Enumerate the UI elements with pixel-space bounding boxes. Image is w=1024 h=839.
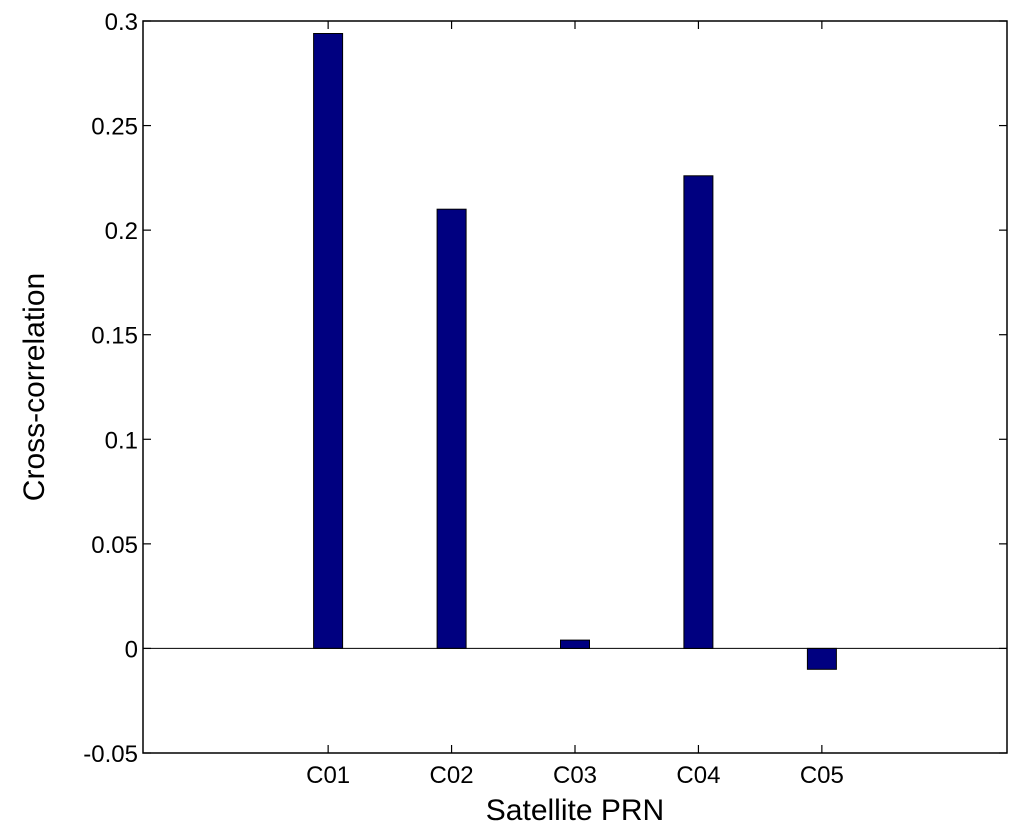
ticks-layer: -0.05 0 0.05 0.1 0.15 0.2 0.25 0.3 C01 C02 C03 C04 C… xyxy=(83,9,1007,789)
bars-layer xyxy=(313,33,837,670)
x-tick-label-c03: C03 xyxy=(553,762,597,789)
y-tick-label: 0.15 xyxy=(91,323,138,350)
y-tick-label: -0.05 xyxy=(83,741,138,768)
bar-c04 xyxy=(683,175,714,650)
y-tick-label: 0.25 xyxy=(91,114,138,141)
y-tick-label: 0 xyxy=(125,636,138,663)
x-axis-label: Satellite PRN xyxy=(486,794,664,827)
y-tick-label: 0.2 xyxy=(105,218,138,245)
y-axis-label: Cross-correlation xyxy=(18,273,51,501)
x-tick-label-c04: C04 xyxy=(676,762,720,789)
y-tick-label: 0.05 xyxy=(91,532,138,559)
x-tick-label-c02: C02 xyxy=(430,762,474,789)
bar-c05 xyxy=(806,647,837,670)
bar-c03 xyxy=(560,639,590,649)
bar-c01 xyxy=(313,33,344,649)
x-tick-label-c05: C05 xyxy=(800,762,844,789)
x-tick-label-c01: C01 xyxy=(306,762,350,789)
y-tick-label: 0.3 xyxy=(105,9,138,36)
bar-c02 xyxy=(436,208,467,649)
y-tick-label: 0.1 xyxy=(105,427,138,454)
